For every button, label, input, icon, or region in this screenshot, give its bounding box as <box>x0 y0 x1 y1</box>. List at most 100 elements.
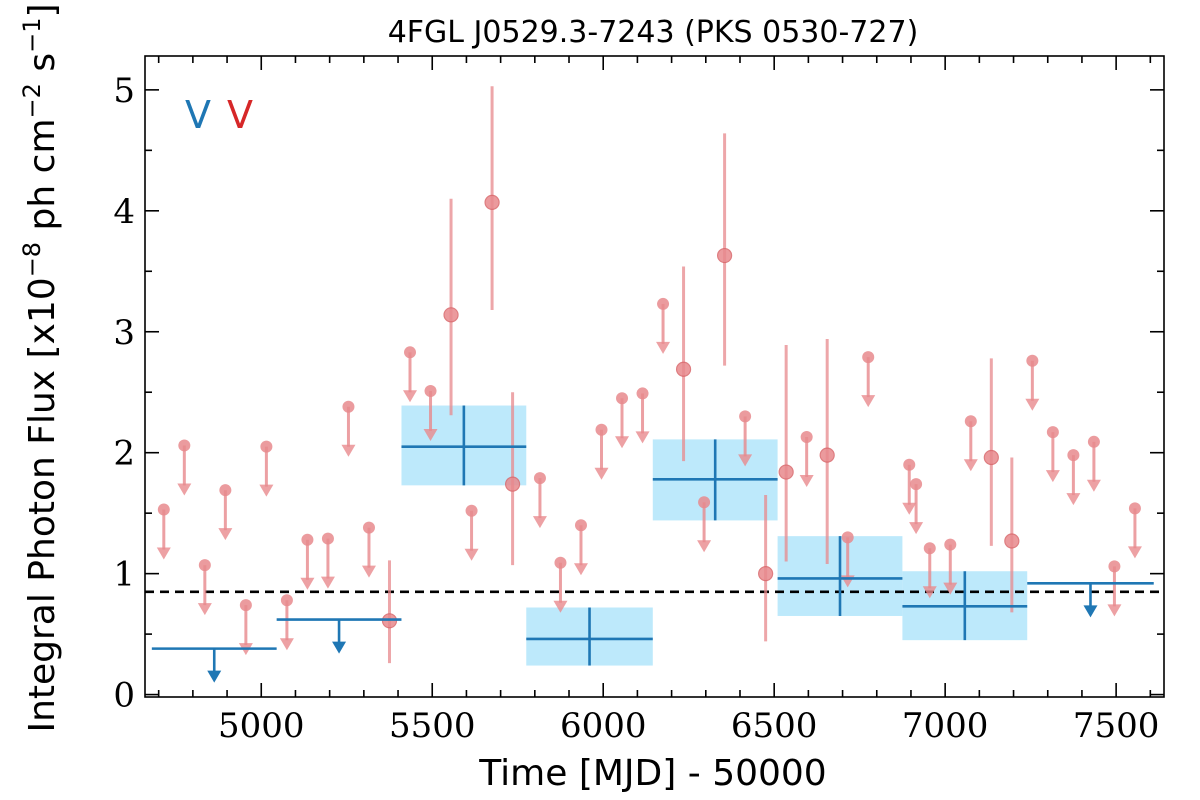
y-tick-label: 0 <box>113 676 135 716</box>
monthly-upper-limit-point <box>1108 560 1121 573</box>
legend-marker-yearly: V <box>185 93 211 137</box>
monthly-upper-limit-arrow <box>1025 398 1040 411</box>
monthly-upper-limit-point <box>321 532 334 545</box>
monthly-upper-limit-arrow <box>922 586 937 599</box>
monthly-detection-point <box>484 194 500 210</box>
monthly-upper-limit-arrow <box>156 547 171 560</box>
monthly-upper-limit-point <box>301 533 314 546</box>
monthly-upper-limit-arrow <box>594 467 609 480</box>
y-axis-label: Integral Photon Flux [x10−8 ph cm−2 s−1] <box>18 3 63 732</box>
axis-ticks-layer: 5000 5500 6000 6500 7000 7500 0 1 2 3 4 5 <box>113 56 1164 746</box>
y-axis-label-mid2: s <box>22 53 63 83</box>
monthly-upper-limit-point <box>198 559 211 572</box>
y-tick-label: 1 <box>113 555 135 595</box>
monthly-upper-limit-arrow <box>259 484 274 497</box>
y-tick-label: 5 <box>113 71 135 111</box>
monthly-upper-limit-arrow <box>279 638 294 651</box>
monthly-upper-limit-arrow <box>1066 493 1081 506</box>
yearly-upper-limit-arrow <box>207 670 222 683</box>
monthly-detection-point <box>819 447 835 463</box>
monthly-upper-limit-point <box>739 410 752 423</box>
x-tick-label: 6500 <box>731 706 818 746</box>
monthly-upper-limit-arrow <box>861 395 876 408</box>
x-tick-label: 5500 <box>389 706 476 746</box>
monthly-upper-limit-point <box>219 484 232 497</box>
monthly-upper-limit-arrow <box>635 431 650 444</box>
monthly-points-layer <box>156 86 1142 664</box>
monthly-detection-point <box>504 476 521 492</box>
monthly-upper-limit-point <box>1026 354 1039 367</box>
y-axis-label-exp2: −2 <box>18 83 46 118</box>
monthly-upper-limit-arrow <box>553 600 568 613</box>
monthly-upper-limit-point <box>1046 426 1059 439</box>
monthly-upper-limit-point <box>533 472 546 485</box>
y-tick-label: 3 <box>113 313 135 353</box>
monthly-upper-limit-arrow <box>1127 546 1142 559</box>
monthly-upper-limit-arrow <box>532 516 547 529</box>
monthly-upper-limit-point <box>574 519 587 532</box>
monthly-upper-limit-point <box>944 538 957 551</box>
monthly-upper-limit-arrow <box>943 582 958 595</box>
monthly-upper-limit-point <box>465 504 478 517</box>
monthly-upper-limit-arrow <box>697 540 712 553</box>
monthly-upper-limit-point <box>595 423 608 436</box>
monthly-upper-limit-point <box>923 542 936 555</box>
x-axis-label: Time [MJD] - 50000 <box>478 753 826 794</box>
chart-title: 4FGL J0529.3-7243 (PKS 0530-727) <box>388 15 919 50</box>
monthly-upper-limit-arrow <box>464 548 479 561</box>
monthly-upper-limit-point <box>1087 435 1100 448</box>
monthly-upper-limit-arrow <box>1107 604 1122 617</box>
legend-marker-monthly: V <box>227 93 253 137</box>
monthly-upper-limit-point <box>280 594 293 607</box>
monthly-detection-point <box>716 247 733 264</box>
plot-frame <box>144 55 1165 698</box>
y-axis-label-mid: ph cm <box>22 118 63 241</box>
monthly-upper-limit-arrow <box>361 565 376 578</box>
monthly-upper-limit-point <box>1067 449 1080 462</box>
monthly-detection-point <box>675 361 692 377</box>
monthly-upper-limit-arrow <box>963 459 978 472</box>
monthly-upper-limit-point <box>862 351 875 364</box>
monthly-upper-limit-point <box>178 439 191 452</box>
monthly-upper-limit-point <box>910 478 923 491</box>
yearly-upper-limit-arrow <box>332 641 347 654</box>
monthly-upper-limit-point <box>657 297 670 310</box>
x-tick-label: 5000 <box>218 706 305 746</box>
monthly-upper-limit-point <box>698 496 711 509</box>
monthly-upper-limit-arrow <box>300 577 315 590</box>
monthly-upper-limit-arrow <box>177 483 192 496</box>
monthly-detection-point <box>1004 533 1020 549</box>
monthly-upper-limit-point <box>404 346 417 359</box>
monthly-upper-limit-point <box>342 400 355 413</box>
monthly-upper-limit-arrow <box>909 522 924 535</box>
monthly-upper-limit-arrow <box>615 436 630 449</box>
monthly-upper-limit-arrow <box>403 390 418 403</box>
monthly-upper-limit-arrow <box>341 444 356 457</box>
monthly-upper-limit-arrow <box>320 576 335 589</box>
monthly-detection-point <box>758 566 774 582</box>
monthly-upper-limit-arrow <box>1086 479 1101 492</box>
yearly-points-layer <box>151 405 1154 683</box>
monthly-upper-limit-point <box>260 440 273 453</box>
y-axis-label-exp3: −1 <box>18 18 46 53</box>
monthly-upper-limit-point <box>964 415 977 428</box>
monthly-upper-limit-point <box>903 458 916 471</box>
y-axis-label-end: ] <box>22 3 63 17</box>
x-tick-label: 7500 <box>1073 706 1160 746</box>
monthly-upper-limit-point <box>554 556 567 569</box>
monthly-upper-limit-point <box>1128 502 1141 515</box>
monthly-upper-limit-arrow <box>799 474 814 487</box>
monthly-upper-limit-point <box>841 531 854 544</box>
x-tick-label: 7000 <box>902 706 989 746</box>
monthly-upper-limit-arrow <box>423 429 438 442</box>
y-tick-label: 4 <box>113 192 135 232</box>
monthly-upper-limit-point <box>239 599 252 612</box>
monthly-upper-limit-point <box>157 503 170 516</box>
monthly-upper-limit-arrow <box>902 502 917 515</box>
x-tick-label: 6000 <box>560 706 647 746</box>
monthly-upper-limit-arrow <box>1045 470 1060 483</box>
monthly-upper-limit-point <box>424 385 437 398</box>
monthly-upper-limit-point <box>362 521 375 534</box>
monthly-detection-point <box>983 449 999 466</box>
